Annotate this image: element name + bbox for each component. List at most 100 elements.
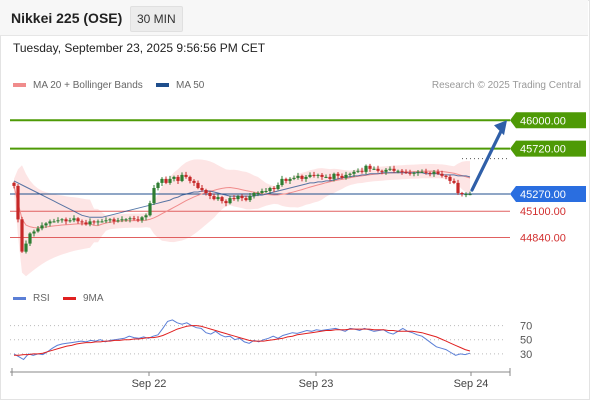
candle-body bbox=[424, 171, 428, 173]
candle-body bbox=[376, 168, 380, 171]
candle-body bbox=[364, 165, 368, 172]
x-tick-label: Sep 23 bbox=[299, 378, 334, 390]
candle-body bbox=[380, 170, 384, 172]
candle-body bbox=[432, 171, 436, 174]
candle-body bbox=[392, 168, 396, 171]
candle-body bbox=[348, 173, 352, 175]
candle-body bbox=[96, 221, 100, 223]
candle-body bbox=[460, 193, 464, 194]
candle-body bbox=[24, 243, 28, 252]
candle-body bbox=[272, 188, 276, 189]
candle-body bbox=[284, 178, 288, 181]
candle-body bbox=[400, 170, 404, 172]
candle-body bbox=[112, 219, 116, 222]
candle-body bbox=[64, 219, 68, 222]
candle-body bbox=[124, 219, 128, 221]
x-tick-label: Sep 22 bbox=[132, 378, 167, 390]
candle-body bbox=[416, 171, 420, 173]
candle-body bbox=[448, 176, 452, 181]
candle-body bbox=[320, 174, 324, 177]
candle-body bbox=[204, 190, 208, 193]
candle-body bbox=[280, 178, 284, 185]
candle-body bbox=[132, 218, 136, 220]
candle-body bbox=[468, 194, 472, 196]
candle-body bbox=[228, 198, 232, 204]
level-tag-45720.00 bbox=[510, 140, 586, 157]
level-label-45720.00: 45720.00 bbox=[520, 144, 566, 156]
candle-body bbox=[12, 182, 16, 186]
candle-body bbox=[296, 175, 300, 178]
candle-body bbox=[304, 176, 308, 179]
candle-body bbox=[420, 171, 424, 173]
candle-body bbox=[16, 186, 20, 220]
rsi-tick-label: 70 bbox=[520, 321, 532, 333]
rsi-ma9-line bbox=[14, 325, 471, 356]
candle-body bbox=[52, 221, 56, 223]
candle-body bbox=[152, 188, 156, 204]
time-axis: Sep 22 Sep 23 Sep 24 bbox=[10, 368, 511, 390]
bollinger-band bbox=[14, 159, 470, 277]
candle-body bbox=[328, 176, 332, 179]
candle-body bbox=[220, 197, 224, 202]
candle-body bbox=[292, 177, 296, 179]
candle-body bbox=[60, 219, 64, 221]
candle-body bbox=[384, 169, 388, 172]
candle-body bbox=[324, 176, 328, 178]
candle-body bbox=[312, 174, 316, 176]
candle-body bbox=[128, 218, 132, 220]
candle-body bbox=[276, 185, 280, 189]
candle-body bbox=[108, 219, 112, 221]
candle-body bbox=[308, 174, 312, 177]
candle-body bbox=[172, 176, 176, 179]
candle-body bbox=[396, 170, 400, 172]
rsi-tick-label: 30 bbox=[520, 349, 532, 361]
candle-body bbox=[268, 188, 272, 191]
rsi-swatch bbox=[13, 296, 26, 300]
candle-body bbox=[56, 220, 60, 222]
candle-body bbox=[120, 219, 124, 221]
candle-body bbox=[88, 221, 92, 225]
chart-header: Nikkei 225 (OSE) 30 MIN bbox=[0, 0, 588, 36]
main-plot: 46000.00 45720.00 45270.00 45100.00 44840.00 bbox=[10, 112, 586, 277]
candle-body bbox=[156, 182, 160, 188]
candle-body bbox=[92, 221, 96, 223]
candle-body bbox=[436, 171, 440, 174]
candle-body bbox=[236, 196, 240, 200]
x-tick-label: Sep 24 bbox=[454, 378, 489, 390]
level-tag-45270.00 bbox=[510, 186, 586, 203]
candle-body bbox=[20, 219, 24, 252]
instrument-title: Nikkei 225 (OSE) bbox=[11, 10, 123, 26]
candle-body bbox=[244, 198, 248, 201]
candle-body bbox=[256, 193, 260, 194]
candle-body bbox=[144, 215, 148, 218]
candle-body bbox=[464, 194, 468, 196]
candle-body bbox=[352, 171, 356, 174]
legend-label: RSI bbox=[33, 293, 50, 304]
candle-body bbox=[440, 173, 444, 176]
candle-body bbox=[368, 165, 372, 169]
candle-body bbox=[68, 220, 72, 222]
candle-body bbox=[260, 191, 264, 193]
candle-body bbox=[164, 178, 168, 183]
candle-body bbox=[252, 193, 256, 196]
level-label-44840.00: 44840.00 bbox=[520, 233, 566, 245]
candle-body bbox=[332, 173, 336, 179]
interval-selector[interactable]: 30 MIN bbox=[130, 6, 183, 32]
level-label-46000.00: 46000.00 bbox=[520, 115, 566, 127]
candle-body bbox=[32, 231, 36, 234]
timestamp: Tuesday, September 23, 2025 9:56:56 PM C… bbox=[13, 41, 266, 55]
candle-body bbox=[180, 174, 184, 181]
candle-body bbox=[36, 228, 40, 232]
candle-body bbox=[140, 217, 144, 221]
rsi-panel: 70 50 30 bbox=[10, 319, 532, 361]
legend-label: 9MA bbox=[83, 293, 104, 304]
rsi-line bbox=[13, 319, 471, 361]
candle-body bbox=[344, 174, 348, 178]
credit-text: Research © 2025 Trading Central bbox=[431, 80, 581, 91]
rsi-tick-label: 50 bbox=[520, 335, 532, 347]
candle-body bbox=[192, 180, 196, 183]
candle-body bbox=[360, 170, 364, 172]
candle-body bbox=[72, 218, 76, 221]
candle-body bbox=[428, 172, 432, 174]
